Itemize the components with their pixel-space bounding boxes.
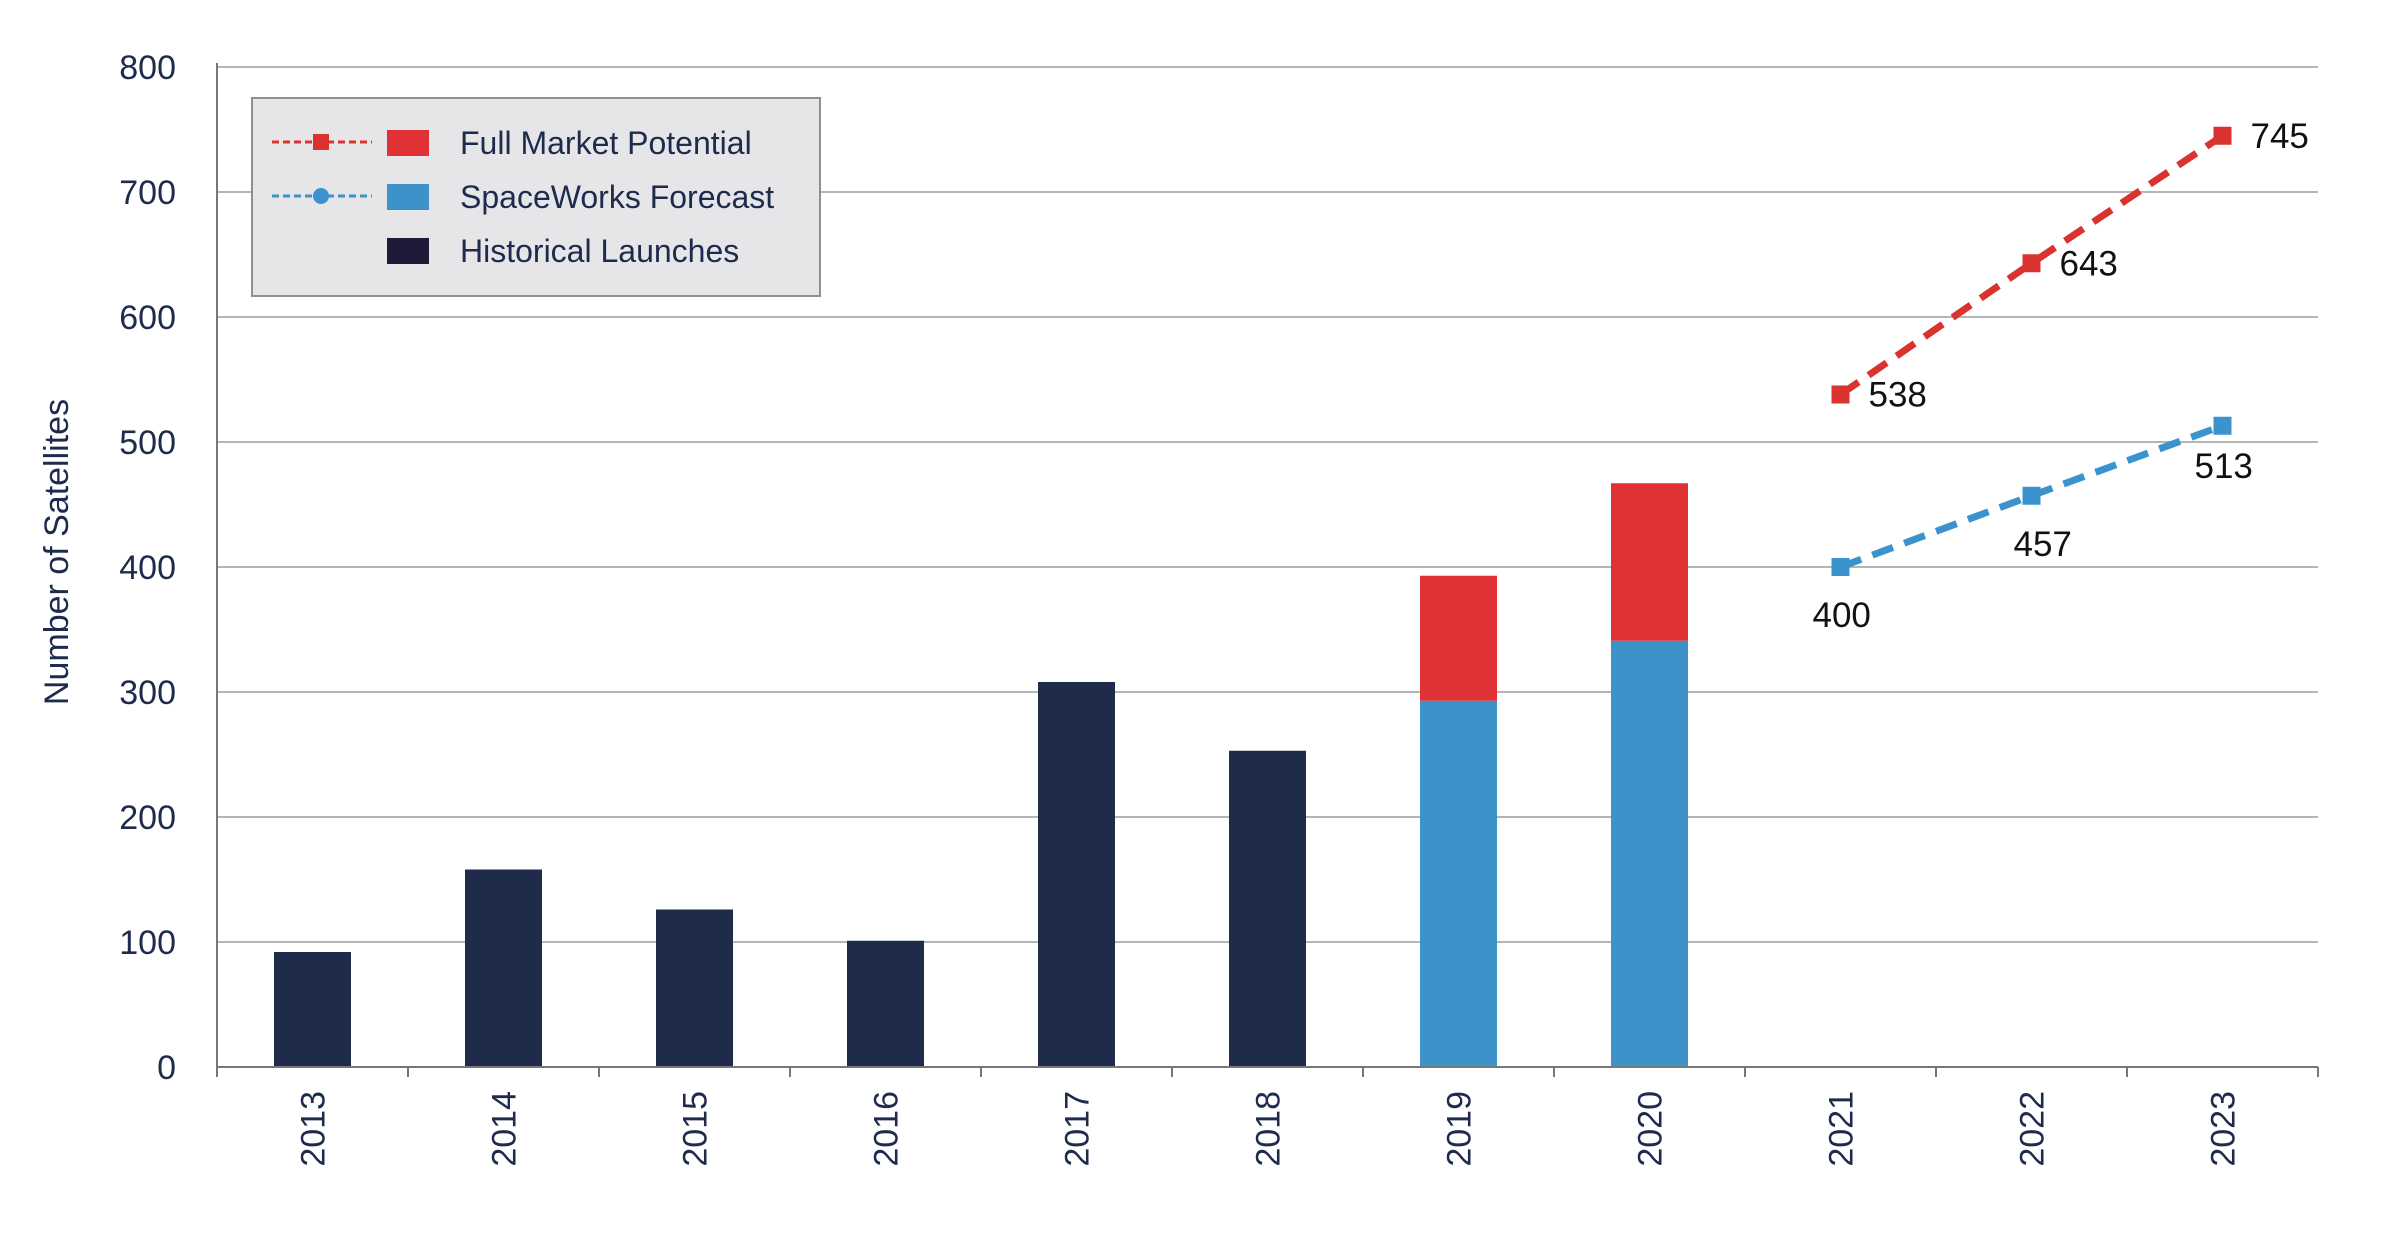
x-tick-label-2017: 2017 [1059, 1091, 1097, 1167]
bar-historical-2013 [274, 952, 351, 1067]
legend-label: Full Market Potential [460, 125, 752, 161]
legend-color-swatch [387, 130, 429, 156]
x-tick-label-2023: 2023 [2205, 1091, 2243, 1167]
x-tick-label-2015: 2015 [677, 1091, 715, 1167]
marker-point-2023 [2213, 416, 2232, 435]
x-tick-label-2022: 2022 [2014, 1091, 2052, 1167]
bar-full-potential-2019 [1420, 575, 1497, 701]
y-tick-label: 0 [157, 1049, 176, 1087]
data-label-2021: 400 [1813, 596, 1871, 635]
y-tick-label: 100 [119, 924, 176, 962]
marker-square-2023 [2213, 126, 2232, 145]
legend: Full Market Potential SpaceWorks Forecast… [251, 97, 821, 297]
y-tick-label: 200 [119, 799, 176, 837]
y-tick-label: 700 [119, 174, 176, 212]
forecast-lines-layer [1831, 126, 2232, 576]
legend-label: Historical Launches [460, 233, 739, 269]
y-tick-label: 800 [119, 49, 176, 87]
bar-historical-2017 [1038, 682, 1115, 1067]
y-tick-label: 600 [119, 299, 176, 337]
data-label-2023: 745 [2251, 117, 2309, 156]
data-label-2022: 643 [2060, 244, 2118, 283]
y-axis-label: Number of Satellites [38, 399, 76, 705]
bar-forecast-2019 [1420, 700, 1497, 1067]
marker-square-2022 [2022, 254, 2041, 273]
bar-forecast-2020 [1611, 640, 1688, 1067]
x-tick-label-2014: 2014 [486, 1091, 524, 1167]
data-labels-layer: 538 643 745 400 457 513 [1813, 117, 2309, 635]
bar-historical-2016 [847, 940, 924, 1067]
data-label-2023: 513 [2195, 447, 2253, 486]
x-tick-label-2013: 2013 [295, 1091, 333, 1167]
y-tick-label: 500 [119, 424, 176, 462]
bars-layer [274, 483, 1688, 1067]
legend-circle-marker [313, 188, 329, 204]
x-tick-label-2016: 2016 [868, 1091, 906, 1167]
legend-box [251, 97, 821, 297]
marker-point-2022 [2022, 486, 2041, 505]
data-label-2022: 457 [2014, 525, 2072, 564]
y-tick-label: 400 [119, 549, 176, 587]
bar-full-potential-2020 [1611, 483, 1688, 641]
bar-historical-2015 [656, 909, 733, 1067]
legend-color-swatch [387, 184, 429, 210]
legend-color-swatch [387, 238, 429, 264]
marker-point-2021 [1831, 558, 1850, 576]
x-tick-label-2018: 2018 [1250, 1091, 1288, 1167]
bar-historical-2018 [1229, 750, 1306, 1067]
y-tick-label: 300 [119, 674, 176, 712]
axes: 0 100 200 300 400 500 600 700 800 2013 2014 2015 201… [119, 49, 2319, 1167]
x-tick-label-2019: 2019 [1441, 1091, 1479, 1167]
legend-square-marker [313, 134, 329, 150]
line-square-full-market-potential [1838, 132, 2225, 398]
data-label-2021: 538 [1869, 376, 1927, 415]
x-tick-label-2021: 2021 [1823, 1091, 1861, 1167]
marker-square-2021 [1831, 385, 1850, 404]
x-tick-label-2020: 2020 [1632, 1091, 1670, 1167]
legend-label: SpaceWorks Forecast [460, 179, 774, 215]
bar-historical-2014 [465, 869, 542, 1067]
